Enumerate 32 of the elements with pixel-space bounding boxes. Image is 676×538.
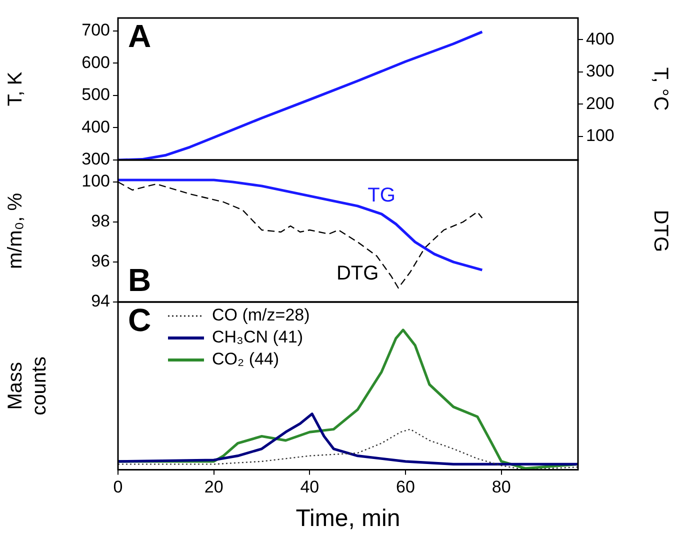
y-tick-label: 96 (91, 252, 110, 271)
y2-tick-label: 300 (586, 62, 614, 81)
legend-label: CO (m/z=28) (212, 306, 310, 325)
y-tick-label: 600 (82, 52, 110, 72)
annotation: C (128, 302, 152, 338)
series-label: TG (368, 184, 396, 207)
y-tick-label: 94 (91, 292, 110, 311)
legend-label: CH₃CN (41) (212, 328, 303, 347)
y-tick-label: 300 (82, 150, 110, 169)
y-tick-label: 98 (91, 212, 110, 231)
legend-label: CO₂ (44) (212, 350, 280, 369)
y-tick-label: 700 (82, 20, 110, 40)
y-axis-title: Mass counts (4, 356, 51, 416)
y2-tick-label: 200 (586, 94, 614, 113)
x-tick-label: 20 (204, 478, 224, 497)
y2-axis-title: T, °C (649, 67, 672, 111)
annotation: B (128, 262, 152, 298)
annotation: A (128, 18, 152, 54)
x-axis-title: Time, min (296, 505, 400, 532)
y2-tick-label: 100 (586, 126, 614, 146)
series-label: DTG (336, 262, 379, 285)
y2-axis-title: DTG (649, 210, 672, 252)
y-tick-label: 500 (82, 85, 110, 104)
x-tick-label: 80 (492, 478, 511, 497)
y2-tick-label: 400 (586, 29, 614, 48)
x-tick-label: 0 (113, 478, 123, 497)
x-tick-label: 40 (300, 478, 320, 497)
y-tick-label: 400 (82, 117, 110, 136)
y-axis-title: m/m₀, % (4, 192, 27, 270)
y-axis-title: T, K (4, 71, 27, 106)
x-tick-label: 60 (396, 478, 415, 497)
y-tick-label: 100 (82, 172, 110, 191)
